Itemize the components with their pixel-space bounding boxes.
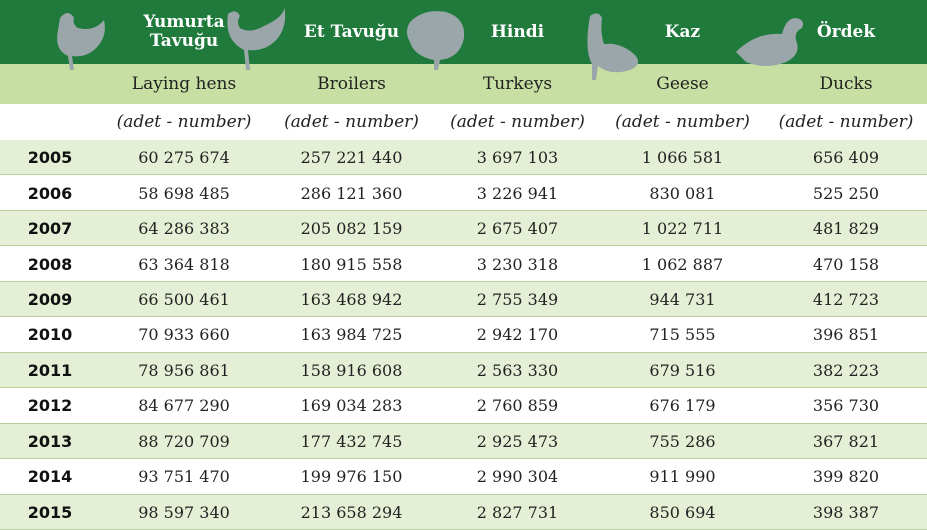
value-cell: 199 976 150 [300,467,403,487]
table-row [0,317,927,353]
column-subtitle: Geese [656,74,709,94]
year-cell: 2007 [27,219,73,239]
value-cell: 2 827 731 [476,502,559,522]
value-cell: 2 675 407 [476,219,559,239]
column-title: Hindi [490,21,545,42]
subheader-band [0,64,927,104]
value-cell: 2 755 349 [476,290,559,310]
value-cell: 367 821 [812,431,880,451]
value-cell: 88 720 709 [138,431,230,451]
year-cell: 2005 [27,148,73,168]
value-cell: 64 286 383 [138,219,230,239]
table-row [0,175,927,211]
value-cell: 1 066 581 [641,148,724,168]
value-cell: 944 731 [649,290,716,310]
value-cell: 676 179 [649,396,716,416]
value-cell: 70 933 660 [138,325,230,345]
value-cell: 1 022 711 [641,219,724,239]
value-cell: 3 226 941 [476,183,559,203]
value-cell: 911 990 [649,467,716,487]
value-cell: 169 034 283 [300,396,403,416]
column-unit: (adet - number) [615,112,750,132]
year-cell: 2010 [27,325,73,345]
value-cell: 412 723 [812,290,880,310]
value-cell: 2 563 330 [476,360,559,380]
year-cell: 2006 [27,183,73,203]
value-cell: 396 851 [812,325,880,345]
value-cell: 63 364 818 [138,254,230,274]
table-row [0,423,927,460]
column-subtitle: Turkeys [482,74,553,94]
value-cell: 715 555 [649,325,716,345]
value-cell: 399 820 [812,467,880,487]
value-cell: 286 121 360 [300,183,403,203]
year-cell: 2012 [27,396,73,416]
value-cell: 205 082 159 [300,219,403,239]
bird-icons [57,6,804,80]
value-cell: 525 250 [812,183,880,203]
value-cell: 755 286 [649,431,716,451]
value-cell: 158 916 608 [300,360,403,380]
value-cell: 2 760 859 [476,396,559,416]
table-row [0,140,927,176]
year-cell: 2013 [27,431,73,451]
value-cell: 78 956 861 [138,360,230,380]
value-cell: 60 275 674 [138,148,230,168]
value-cell: 679 516 [649,360,716,380]
value-cell: 213 658 294 [300,502,403,522]
table-row [0,210,927,247]
value-cell: 257 221 440 [300,148,403,168]
value-cell: 177 432 745 [300,431,403,451]
year-cell: 2009 [27,290,73,310]
year-cell: 2014 [27,467,73,487]
year-cell: 2008 [27,254,73,274]
value-cell: 3 230 318 [476,254,559,274]
value-cell: 470 158 [812,254,880,274]
column-title: Yumurta Tavuğu [143,12,225,51]
column-subtitle: Broilers [317,74,386,94]
column-subtitle: Ducks [819,74,873,94]
year-cell: 2011 [27,360,73,380]
table-row [0,388,927,424]
column-unit: (adet - number) [116,112,252,132]
value-cell: 163 984 725 [300,325,403,345]
value-cell: 830 081 [649,183,716,203]
value-cell: 398 387 [812,502,880,522]
column-unit: (adet - number) [284,112,419,132]
value-cell: 356 730 [812,396,880,416]
column-subtitle: Laying hens [131,74,237,94]
value-cell: 84 677 290 [138,396,230,416]
value-cell: 66 500 461 [138,290,230,310]
table-row [0,246,927,282]
value-cell: 656 409 [812,148,880,168]
value-cell: 382 223 [812,360,880,380]
column-unit: (adet - number) [450,112,585,132]
column-title: Kaz [664,21,701,42]
value-cell: 2 925 473 [476,431,559,451]
table-row [0,459,927,495]
value-cell: 850 694 [649,502,716,522]
value-cell: 163 468 942 [300,290,403,310]
value-cell: 2 990 304 [476,467,559,487]
value-cell: 180 915 558 [300,254,403,274]
value-cell: 481 829 [812,219,880,239]
column-unit: (adet - number) [778,112,914,132]
value-cell: 3 697 103 [476,148,559,168]
table-row [0,352,927,389]
table-row [0,281,927,318]
value-cell: 93 751 470 [138,467,230,487]
value-cell: 98 597 340 [138,502,230,522]
year-cell: 2015 [27,502,73,522]
value-cell: 1 062 887 [641,254,724,274]
value-cell: 58 698 485 [138,183,230,203]
value-cell: 2 942 170 [476,325,559,345]
column-title: Ördek [816,21,876,42]
table-row [0,494,927,530]
column-title: Et Tavuğu [303,21,400,42]
